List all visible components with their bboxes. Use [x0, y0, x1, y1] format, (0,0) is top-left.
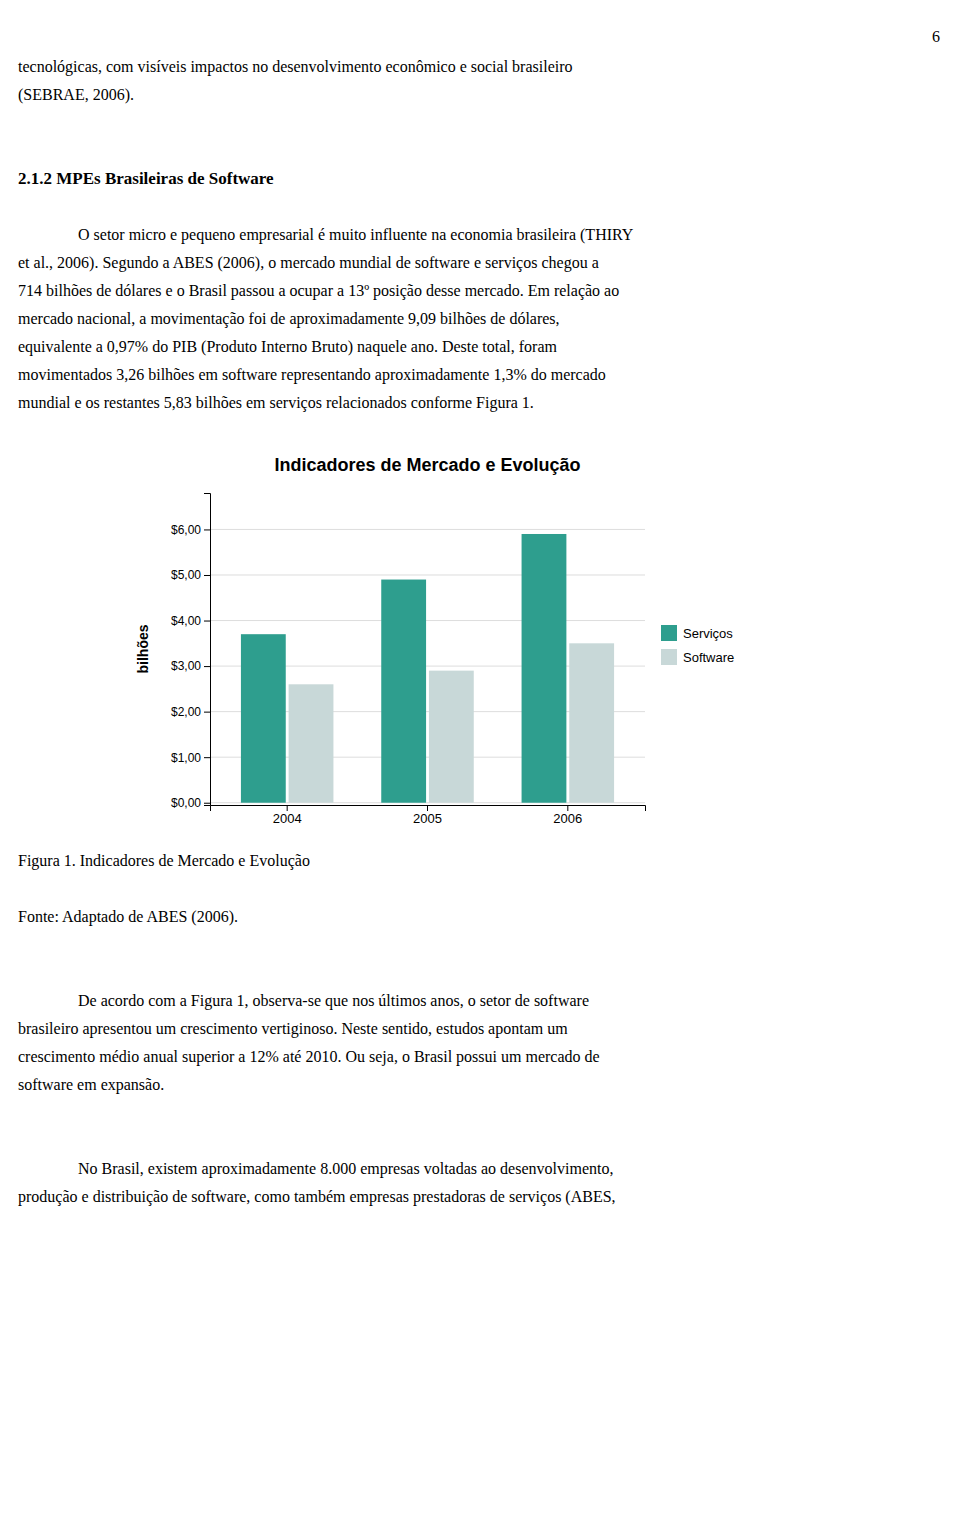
y-tick: $2,00: [171, 705, 210, 719]
text-line: produção e distribuição de software, com…: [18, 1188, 616, 1206]
y-tick-mark: [204, 621, 210, 622]
text-line: mercado nacional, a movimentação foi de …: [18, 310, 560, 328]
page-number: 6: [932, 28, 940, 45]
legend-item: Serviços: [661, 625, 733, 641]
bar: [289, 684, 334, 802]
text-line: software em expansão.: [18, 1076, 164, 1094]
y-axis-title: bilhões: [135, 624, 151, 673]
text-line: et al., 2006). Segundo a ABES (2006), o …: [18, 254, 599, 272]
legend: Serviços Software: [661, 625, 734, 665]
grid-line: [210, 620, 645, 621]
y-tick-label: $6,00: [171, 523, 201, 537]
x-tick-mark: [287, 805, 288, 811]
y-tick-label: $3,00: [171, 659, 201, 673]
chart: Indicadores de Mercado e Evolução2004200…: [135, 455, 734, 826]
text-line: (SEBRAE, 2006).: [18, 86, 134, 104]
y-tick: $0,00: [171, 796, 210, 810]
series-bars: [241, 534, 566, 803]
text-line: equivalente a 0,97% do PIB (Produto Inte…: [18, 338, 558, 356]
y-tick: $4,00: [171, 614, 210, 628]
x-tick: 2004: [273, 805, 302, 826]
y-tick: $5,00: [171, 568, 210, 582]
text-line: 714 bilhões de dólares e o Brasil passou…: [18, 282, 619, 300]
bar: [241, 634, 286, 803]
grid-line: [210, 529, 645, 530]
text-line: crescimento médio anual superior a 12% a…: [18, 1048, 600, 1066]
x-tick-label: 2004: [273, 811, 302, 826]
grid-line: [210, 574, 645, 575]
y-tick-mark: [204, 803, 210, 804]
legend-label: Serviços: [683, 626, 733, 641]
x-tick: 2005: [413, 805, 442, 826]
text-line: movimentados 3,26 bilhões em software re…: [18, 366, 606, 384]
y-tick-label: $4,00: [171, 614, 201, 628]
y-tick: $6,00: [171, 523, 210, 537]
grid: [210, 529, 645, 802]
legend-item: Software: [661, 649, 734, 665]
text-line: mundial e os restantes 5,83 bilhões em s…: [18, 394, 534, 412]
y-tick-mark: [204, 575, 210, 576]
text-line: De acordo com a Figura 1, observa-se que…: [78, 992, 589, 1010]
bars: [241, 534, 614, 803]
legend-label: Software: [683, 650, 734, 665]
y-axis-line: [204, 494, 211, 806]
y-tick-label: $0,00: [171, 796, 201, 810]
x-tick-mark: [567, 805, 568, 811]
heading: 2.1.2 MPEs Brasileiras de Software: [18, 169, 274, 188]
x-tick-label: 2005: [413, 811, 442, 826]
y-tick-mark: [204, 666, 210, 667]
text-line: brasileiro apresentou um crescimento ver…: [18, 1020, 568, 1038]
x-axis: 2004 2005 2006: [211, 805, 646, 826]
bar: [381, 580, 426, 803]
y-tick-mark: [204, 712, 210, 713]
series-bars: [289, 643, 614, 802]
x-tick-mark: [427, 805, 428, 811]
chart-title: Indicadores de Mercado e Evolução: [274, 455, 580, 475]
y-tick-mark: [204, 529, 210, 530]
y-tick: $1,00: [171, 751, 210, 765]
y-axis: $0,00 $1,00 $2,00 $3,00 $4,00 $5,00 $6,00: [171, 494, 211, 811]
legend-swatch: [661, 625, 677, 641]
text-line: tecnológicas, com visíveis impactos no d…: [18, 58, 573, 76]
bar: [522, 534, 567, 803]
text-line: No Brasil, existem aproximadamente 8.000…: [78, 1160, 613, 1178]
plot-area: 2004 2005 2006 $0,00 $1,00 $2,00 $3,00 $4,00 $5,…: [171, 494, 646, 827]
page: 6 tecnológicas, com visíveis impactos no …: [0, 0, 960, 1527]
source: Fonte: Adaptado de ABES (2006).: [18, 908, 238, 926]
bar: [429, 671, 474, 803]
bar: [569, 643, 614, 802]
y-tick-label: $2,00: [171, 705, 201, 719]
caption: Figura 1. Indicadores de Mercado e Evolu…: [18, 852, 310, 870]
x-axis-line: [211, 806, 646, 812]
y-tick: $3,00: [171, 659, 210, 673]
y-tick-mark: [204, 757, 210, 758]
legend-swatch: [661, 649, 677, 665]
text-line: O setor micro e pequeno empresarial é mu…: [78, 226, 634, 244]
x-tick: 2006: [553, 805, 582, 826]
y-tick-label: $5,00: [171, 568, 201, 582]
y-tick-label: $1,00: [171, 751, 201, 765]
x-tick-label: 2006: [553, 811, 582, 826]
